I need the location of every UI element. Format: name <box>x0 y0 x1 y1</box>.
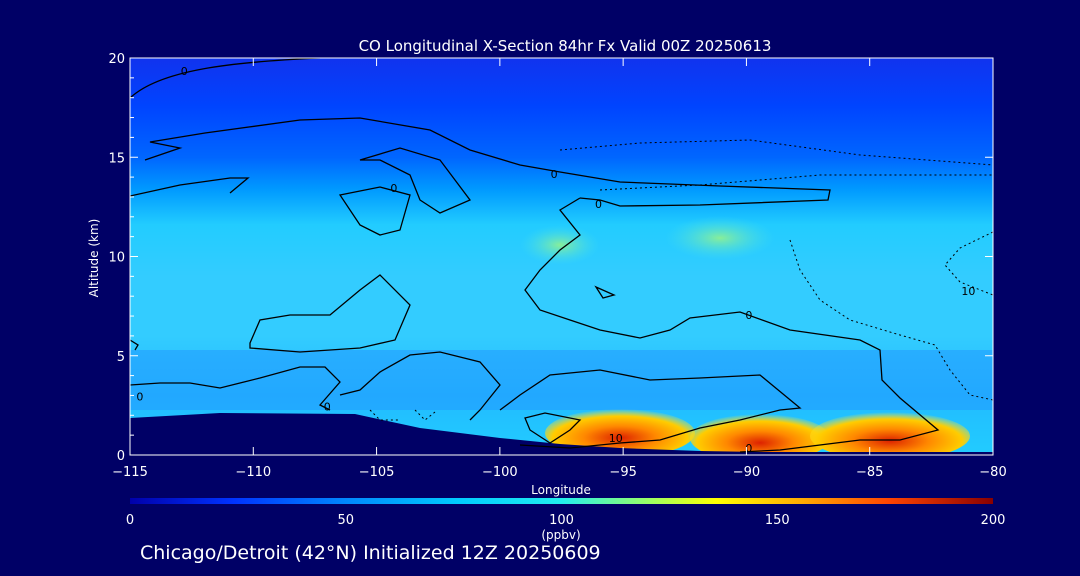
colorbar-units: (ppbv) <box>541 528 580 542</box>
contour-line <box>144 117 831 207</box>
contour-line-negative <box>789 239 993 401</box>
x-axis: −115 −110 −105 −100 −95 −90 −85 −80 <box>112 58 1007 480</box>
contour-label: 0 <box>136 390 143 403</box>
colorbar-ticks: 0 50 100 150 200 <box>126 513 1006 528</box>
x-tick-label: −85 <box>856 465 883 480</box>
contour-line <box>338 186 411 236</box>
y-tick-label: 5 <box>117 350 125 365</box>
x-tick-label: −95 <box>609 465 636 480</box>
contour-line <box>339 351 501 421</box>
y-tick-label: 15 <box>108 151 125 166</box>
contour-line <box>594 285 616 299</box>
contour-line-negative <box>599 174 993 191</box>
colorbar <box>130 498 993 504</box>
surface-high-region <box>690 414 830 455</box>
contour-label: 10 <box>961 285 975 298</box>
terrain <box>130 413 993 455</box>
plot-area: 0 0 0 0 0 0 0 10 0 10 <box>130 58 993 455</box>
x-tick-label: −105 <box>359 465 395 480</box>
y-tick-label: 0 <box>117 449 125 464</box>
colorbar-tick-label: 100 <box>549 513 574 528</box>
contour-lines <box>130 58 940 453</box>
contour-label: 0 <box>324 400 331 413</box>
upper-high-region <box>665 216 775 260</box>
lower-layer-band <box>130 350 993 410</box>
contour-label: 10 <box>609 432 623 445</box>
upper-high-region <box>520 225 600 265</box>
contour-label: 0 <box>551 168 558 181</box>
dashed-contours <box>369 139 993 421</box>
y-tick-label: 10 <box>108 251 125 266</box>
contour-line <box>499 369 802 449</box>
y-axis-label: Altitude (km) <box>87 219 101 298</box>
surface-high-region <box>545 409 695 455</box>
x-tick-label: −110 <box>235 465 271 480</box>
x-tick-label: −80 <box>979 465 1006 480</box>
x-tick-label: −115 <box>112 465 148 480</box>
colorbar-tick-label: 50 <box>337 513 354 528</box>
contour-label: 0 <box>595 198 602 211</box>
x-tick-label: −100 <box>482 465 518 480</box>
contour-label: 0 <box>390 182 397 195</box>
contour-line-negative <box>559 139 993 166</box>
bottom-caption: Chicago/Detroit (42°N) Initialized 12Z 2… <box>140 542 601 564</box>
colorbar-tick-label: 150 <box>765 513 790 528</box>
contour-line <box>130 339 139 351</box>
x-axis-label: Longitude <box>531 483 591 497</box>
contour-line <box>130 58 321 99</box>
contour-line <box>130 366 341 411</box>
y-tick-label: 20 <box>108 52 125 67</box>
contour-labels: 0 0 0 0 0 0 0 10 0 10 <box>136 65 975 455</box>
chart-title: CO Longitudinal X-Section 84hr Fx Valid … <box>359 37 772 55</box>
contour-line <box>359 147 472 214</box>
x-tick-label: −90 <box>733 465 760 480</box>
contour-line <box>130 177 250 197</box>
contour-line <box>524 412 582 444</box>
contour-line <box>524 197 940 453</box>
colorbar-tick-label: 0 <box>126 513 134 528</box>
colorbar-tick-label: 200 <box>981 513 1006 528</box>
y-axis: 0 5 10 15 20 <box>108 52 993 464</box>
contour-label: 0 <box>745 442 752 455</box>
contour-label: 0 <box>181 65 188 78</box>
contour-line <box>249 274 411 353</box>
contour-label: 0 <box>745 309 752 322</box>
